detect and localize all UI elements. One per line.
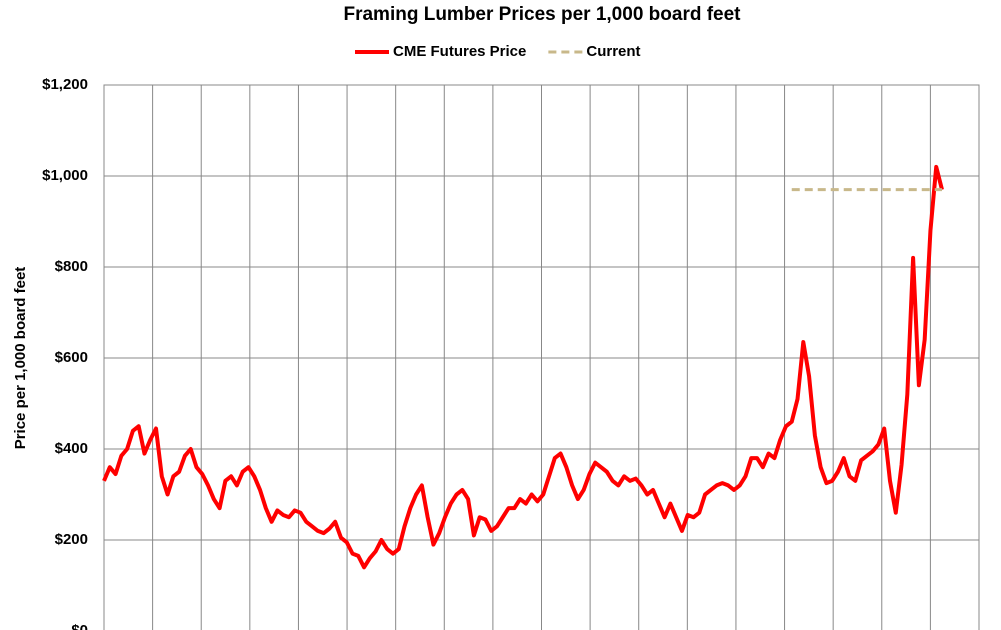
y-tick-label: $0 xyxy=(71,622,88,630)
plot-frame xyxy=(103,84,980,630)
y-tick-label: $400 xyxy=(55,440,88,457)
y-tick-label: $200 xyxy=(55,531,88,548)
y-tick-label: $800 xyxy=(55,258,88,275)
y-tick-label: $1,200 xyxy=(42,76,88,93)
y-tick-label: $600 xyxy=(55,349,88,366)
y-tick-label: $1,000 xyxy=(42,167,88,184)
y-axis-label: Price per 1,000 board feet xyxy=(12,267,29,450)
legend-label: CME Futures Price xyxy=(393,43,526,60)
series-line xyxy=(102,164,944,570)
legend-label: Current xyxy=(586,43,640,60)
chart-title: Framing Lumber Prices per 1,000 board fe… xyxy=(343,4,741,25)
